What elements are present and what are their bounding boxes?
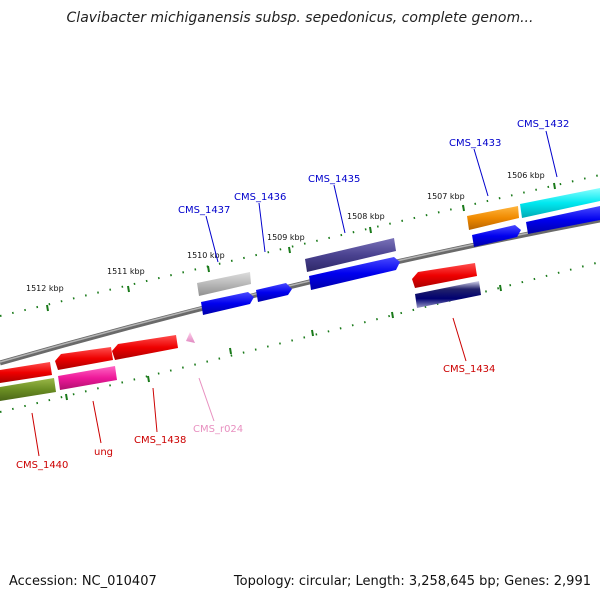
accession-text: Accession: NC_010407 xyxy=(9,574,157,589)
tick-label-1510: 1510 kbp xyxy=(187,251,225,260)
inner-major-ticks xyxy=(65,284,502,401)
gene-ung-color-block[interactable] xyxy=(58,366,117,390)
gene-label-cms-1433[interactable]: CMS_1433 xyxy=(449,138,501,149)
gene-cms-1440-cds-arrow[interactable] xyxy=(0,362,52,383)
tick-label-1506: 1506 kbp xyxy=(507,171,545,180)
outer-tick-row xyxy=(0,174,600,317)
rna-cms-r024-arrow[interactable] xyxy=(186,332,195,343)
gene-cms-1433-color-block[interactable] xyxy=(467,206,519,230)
gene-ung-cds-arrow[interactable] xyxy=(55,347,113,370)
gene-label-cms-1440[interactable]: CMS_1440 xyxy=(16,460,68,471)
gene-label-cms-1437[interactable]: CMS_1437 xyxy=(178,205,230,216)
map-title: Clavibacter michiganensis subsp. sepedon… xyxy=(66,10,534,26)
genome-summary-text: Topology: circular; Length: 3,258,645 bp… xyxy=(233,574,591,589)
gene-cms-1435-color-block[interactable] xyxy=(305,238,396,272)
gene-label-cms-1435[interactable]: CMS_1435 xyxy=(308,174,360,185)
gene-cms-1436-cds-arrow[interactable] xyxy=(256,283,292,302)
leader-line-cms-r024 xyxy=(198,377,215,422)
gene-cms-1433-cds-arrow[interactable] xyxy=(472,225,521,247)
gene-cms-1437-color-block[interactable] xyxy=(197,272,251,296)
gene-label-cms-1432[interactable]: CMS_1432 xyxy=(517,119,569,130)
gene-cms-1432-color-block[interactable] xyxy=(520,188,600,218)
gene-cms-1432-cds-arrow[interactable] xyxy=(526,206,600,234)
gene-label-cms-1434[interactable]: CMS_1434 xyxy=(443,364,495,375)
tick-label-1509: 1509 kbp xyxy=(267,233,305,242)
gene-cms-1434-color-block[interactable] xyxy=(415,281,481,308)
leader-line-cms-1440 xyxy=(31,412,40,457)
gene-cms-1437-cds-arrow[interactable] xyxy=(201,292,254,315)
tick-label-1507: 1507 kbp xyxy=(427,192,465,201)
tick-label-1511: 1511 kbp xyxy=(107,267,145,276)
gene-cms-1440-color-block[interactable] xyxy=(0,378,56,401)
leader-line-cms-1434 xyxy=(452,317,467,362)
tick-label-1512: 1512 kbp xyxy=(26,284,64,293)
top-leader-lines xyxy=(205,130,558,263)
outer-major-ticks xyxy=(46,182,556,312)
gene-cms-1434-cds-arrow[interactable] xyxy=(412,263,477,288)
leader-line-ung xyxy=(92,400,102,444)
gene-label-cms-1436[interactable]: CMS_1436 xyxy=(234,192,286,203)
gene-cms-1435-cds-arrow[interactable] xyxy=(309,257,400,290)
gene-label-ung[interactable]: ung xyxy=(94,447,113,458)
gene-cms-1438-cds-arrow[interactable] xyxy=(112,335,178,360)
leader-line-cms-1438 xyxy=(152,387,158,433)
gene-label-cms-1438[interactable]: CMS_1438 xyxy=(134,435,186,446)
tick-label-1508: 1508 kbp xyxy=(347,212,385,221)
gene-label-cms-r024[interactable]: CMS_r024 xyxy=(193,424,243,435)
